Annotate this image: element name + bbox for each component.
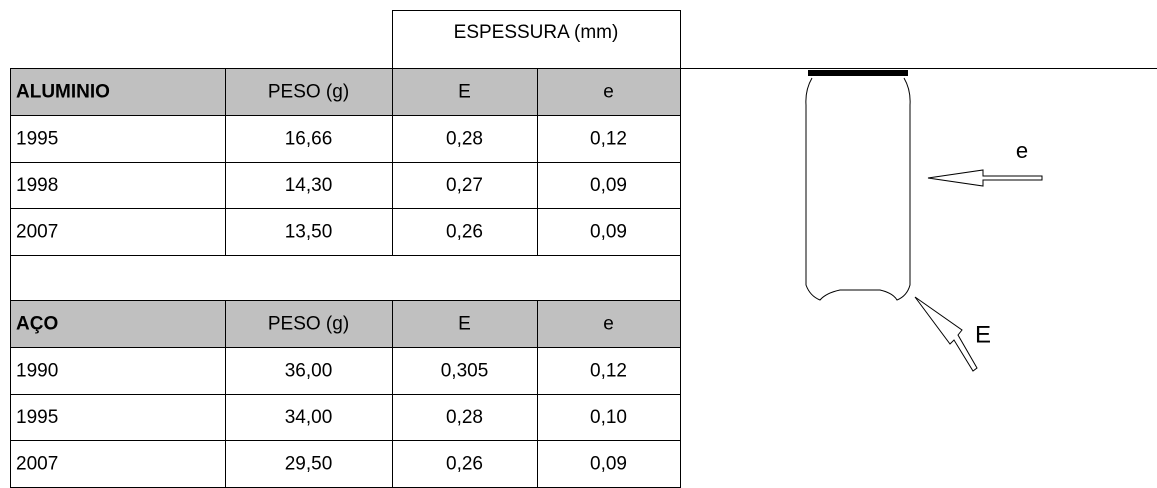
cell: 0,26: [446, 454, 483, 475]
cell: 2007: [16, 222, 58, 243]
label-E: E: [975, 321, 991, 348]
header-cell: PESO (g): [268, 82, 349, 103]
cell: 13,50: [285, 222, 333, 243]
header-cell: e: [603, 82, 614, 103]
header-cell: e: [603, 314, 614, 335]
header-cell: PESO (g): [268, 314, 349, 335]
header-cell: AÇO: [16, 314, 58, 335]
cell: 0,12: [590, 129, 627, 150]
arrow-e: [927, 169, 1043, 187]
cell: 29,50: [285, 454, 333, 475]
cell: 0,09: [590, 222, 627, 243]
cell: 1990: [16, 361, 58, 382]
cell: 1995: [16, 129, 58, 150]
cell: 0,09: [590, 175, 627, 196]
cell: 1995: [16, 407, 58, 428]
cell: 0,28: [446, 129, 483, 150]
cell: 0,305: [441, 361, 489, 382]
can-diagram: e E: [805, 70, 1043, 372]
cell: 36,00: [285, 361, 333, 382]
cell: 34,00: [285, 407, 333, 428]
header-cell: ALUMINIO: [16, 82, 110, 103]
cell: 0,28: [446, 407, 483, 428]
header-cell: E: [458, 314, 471, 335]
cell: 0,10: [590, 407, 627, 428]
cell: 0,27: [446, 175, 483, 196]
header-row-bg: [10, 68, 680, 115]
cell: 0,09: [590, 454, 627, 475]
cell: 0,12: [590, 361, 627, 382]
group-header: ESPESSURA (mm): [454, 22, 619, 43]
can-body: [805, 77, 911, 301]
header-cell: E: [458, 82, 471, 103]
cell: 2007: [16, 454, 58, 475]
cell: 14,30: [285, 175, 333, 196]
cell: 16,66: [285, 129, 333, 150]
cell: 1998: [16, 175, 58, 196]
header-row-bg: [10, 300, 680, 347]
label-e: e: [1016, 138, 1028, 163]
arrow-E: [914, 296, 978, 372]
cell: 0,26: [446, 222, 483, 243]
